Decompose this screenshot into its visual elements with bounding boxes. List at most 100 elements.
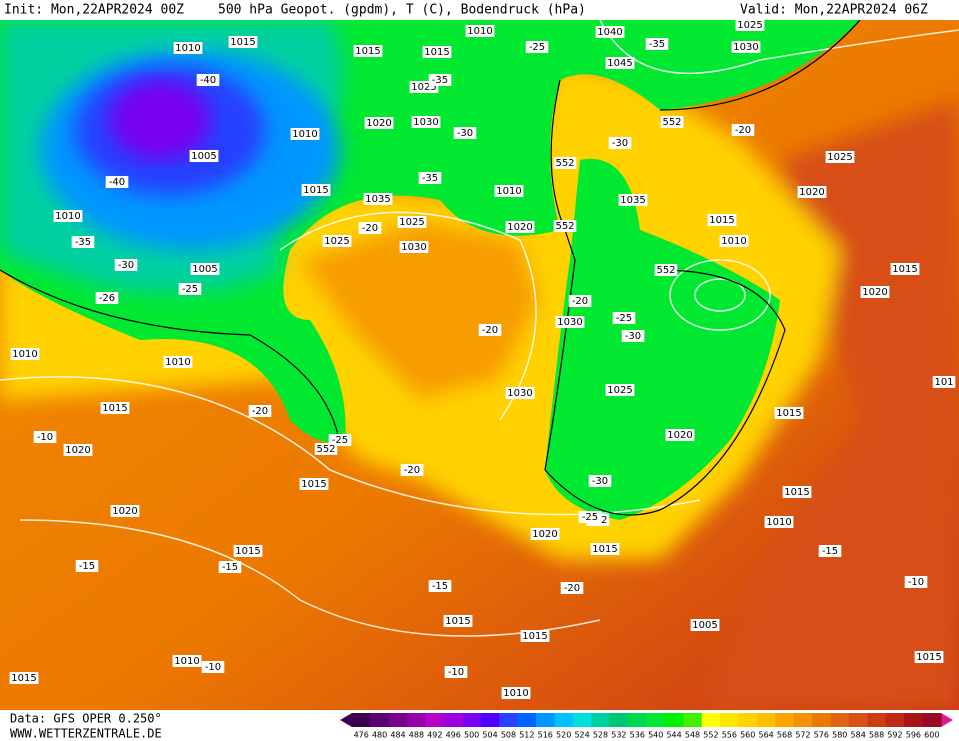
label-box [890,263,920,275]
label-box [590,543,620,555]
map-label: -10 [908,577,924,588]
map-label: -26 [99,293,115,304]
label-box [932,376,956,388]
map-label: 1010 [165,357,190,368]
colorbar-swatch [591,713,611,727]
colorbar-label: 500 [464,731,479,740]
colorbar-swatch [407,713,427,727]
map-label: 1040 [597,27,622,38]
label-box [428,580,452,592]
map-label: 1015 [592,544,617,555]
map-label: 1015 [235,546,260,557]
colorbar-label: 504 [482,731,497,740]
label-box [654,264,678,276]
colorbar-label: 576 [814,731,829,740]
colorbar-swatch [554,713,574,727]
label-box [422,46,452,58]
label-box [719,235,749,247]
label-box [110,505,140,517]
map-label: 1025 [737,20,762,31]
map-label: 1010 [55,211,80,222]
map-label: 1015 [522,631,547,642]
map-label: 1015 [230,37,255,48]
map-label: 1005 [191,151,216,162]
map-label: 1015 [916,652,941,663]
label-box [478,324,502,336]
colorbar-swatch [885,713,905,727]
label-box [494,185,524,197]
colorbar-swatch [444,713,463,727]
colorbar-swatch [370,713,390,727]
label-box [860,286,890,298]
label-box [612,312,636,324]
label-box [353,45,383,57]
colorbar-label: 532 [611,731,626,740]
map-label: 1025 [411,82,436,93]
map-label: -35 [432,75,448,86]
map-label: 1025 [607,385,632,396]
label-box [797,186,827,198]
colorbar-swatch [664,713,684,727]
label-box [364,117,394,129]
map-label: 1020 [112,506,137,517]
map-label: 1020 [507,222,532,233]
colorbar-arrow [941,713,953,727]
label-box [228,36,258,48]
label-box [358,222,382,234]
colorbar-arrow [340,713,352,727]
map-label: 1015 [102,403,127,414]
colorbar-swatch [720,713,740,727]
label-box [53,210,83,222]
label-box [578,511,602,523]
map-label: 1030 [507,388,532,399]
label-box [764,516,794,528]
label-box [553,220,577,232]
map-label: 1010 [175,43,200,54]
label-box [189,150,219,162]
map-label: -25 [582,512,598,523]
colorbar-swatch [683,713,703,727]
map-label: 552 [656,265,675,276]
map-label: -30 [612,138,628,149]
map-label: -25 [529,42,545,53]
colorbar-swatch [352,713,371,727]
map-label: -40 [109,177,125,188]
colorbar-swatch [536,713,555,727]
colorbar-label: 496 [446,731,461,740]
map-label: 1025 [399,217,424,228]
label-box [501,687,531,699]
map-label: 1015 [784,487,809,498]
label-box [190,263,220,275]
map-label: -20 [572,296,588,307]
map-label: 1025 [324,236,349,247]
map-label: 1030 [413,117,438,128]
colorbar-label: 540 [648,731,663,740]
colorbar-label: 520 [556,731,571,740]
label-box [233,545,263,557]
label-box [114,259,138,271]
label-box [588,475,612,487]
map-label: -20 [735,125,751,136]
map-label: 101 [934,377,953,388]
map-label: -10 [448,667,464,678]
label-box [9,672,39,684]
map-label: -20 [362,223,378,234]
map-label: 552 [316,444,335,455]
map-label: -30 [592,476,608,487]
label-box [301,184,331,196]
label-box [904,576,928,588]
map-label: 1010 [467,26,492,37]
map-label: 1015 [445,616,470,627]
site-url: WWW.WETTERZENTRALE.DE [10,727,162,741]
label-box [707,214,737,226]
map-label: 1020 [799,187,824,198]
label-box [63,444,93,456]
valid-text: Valid: Mon,22APR2024 06Z [740,3,928,18]
label-box [621,330,645,342]
label-box [95,292,119,304]
map-label: -10 [205,662,221,673]
colorbar-swatch [701,713,721,727]
map-label: 1010 [766,517,791,528]
colorbar-swatch [756,713,776,727]
colorbar-label: 512 [519,731,534,740]
